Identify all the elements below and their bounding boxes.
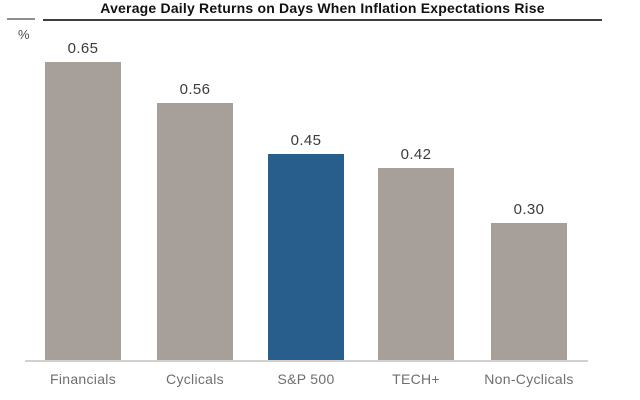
category-label-financials: Financials xyxy=(49,371,117,387)
category-label-non-cyclicals: Non-Cyclicals xyxy=(484,371,574,387)
unit-label: % xyxy=(18,27,30,42)
bar-tech- xyxy=(378,168,454,361)
bar-s-p-500 xyxy=(268,154,344,361)
value-label-non-cyclicals: 0.30 xyxy=(513,201,545,218)
value-label-tech-: 0.42 xyxy=(400,146,432,163)
category-label-cyclicals: Cyclicals xyxy=(166,371,224,387)
value-label-s-p-500: 0.45 xyxy=(290,132,322,149)
value-label-financials: 0.65 xyxy=(67,40,99,57)
category-label-tech-: TECH+ xyxy=(392,371,440,387)
unit-axis-rule xyxy=(7,18,35,20)
chart-title: Average Daily Returns on Days When Infla… xyxy=(100,0,545,16)
title-block: Average Daily Returns on Days When Infla… xyxy=(43,0,602,21)
x-axis-line xyxy=(25,360,588,362)
value-label-cyclicals: 0.56 xyxy=(179,81,211,98)
bar-non-cyclicals xyxy=(491,223,567,361)
category-label-s-p-500: S&P 500 xyxy=(277,371,335,387)
bar-cyclicals xyxy=(157,103,233,361)
bar-financials xyxy=(45,62,121,361)
